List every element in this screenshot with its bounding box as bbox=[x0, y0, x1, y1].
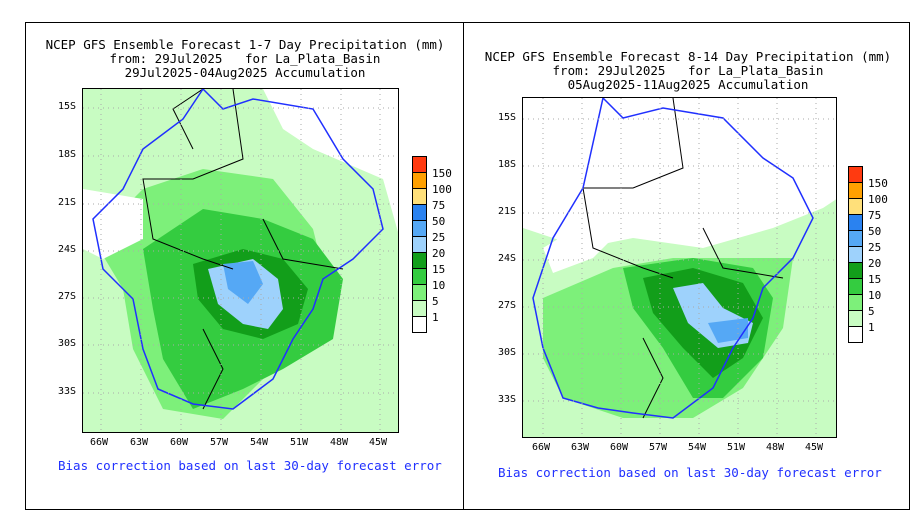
lon-label: 60W bbox=[610, 442, 629, 453]
legend-label: 5 bbox=[432, 295, 439, 308]
lat-label: 21S bbox=[498, 206, 517, 217]
title-line: from: 29Jul2025 for La_Plata_Basin bbox=[552, 63, 824, 78]
lon-label: 51W bbox=[290, 437, 309, 448]
legend-swatch bbox=[412, 252, 427, 269]
lat-label: 27S bbox=[58, 291, 77, 302]
lat-label: 33S bbox=[58, 386, 77, 397]
precip-25mm bbox=[223, 261, 263, 304]
lon-label: 63W bbox=[571, 442, 590, 453]
legend-label: 25 bbox=[868, 241, 882, 254]
basin-outline bbox=[92, 89, 384, 410]
lat-label: 24S bbox=[498, 253, 517, 264]
title-line: NCEP GFS Ensemble Forecast 1-7 Day Preci… bbox=[45, 37, 445, 52]
lon-label: 51W bbox=[727, 442, 746, 453]
lon-label: 63W bbox=[130, 437, 149, 448]
legend-label: 75 bbox=[868, 209, 882, 222]
lon-label: 54W bbox=[688, 442, 707, 453]
legend-swatch bbox=[848, 310, 863, 327]
legend-label: 75 bbox=[432, 199, 446, 212]
lon-label: 48W bbox=[766, 442, 785, 453]
figure-frame bbox=[25, 22, 910, 510]
legend-label: 100 bbox=[432, 183, 452, 196]
legend-swatch bbox=[412, 284, 427, 301]
legend-label: 50 bbox=[432, 215, 446, 228]
lon-label: 57W bbox=[210, 437, 229, 448]
lat-label: 24S bbox=[58, 244, 77, 255]
lon-label: 45W bbox=[805, 442, 824, 453]
lat-label: 30S bbox=[498, 347, 517, 358]
lon-label: 60W bbox=[170, 437, 189, 448]
legend-swatch bbox=[848, 278, 863, 295]
legend-swatch bbox=[848, 262, 863, 279]
legend-swatch bbox=[848, 326, 863, 343]
precip-map-week1 bbox=[82, 88, 399, 433]
legend-label: 5 bbox=[868, 305, 875, 318]
precip-25mm bbox=[708, 318, 748, 343]
legend-swatch bbox=[412, 236, 427, 253]
legend-swatch bbox=[848, 230, 863, 247]
lat-label: 15S bbox=[498, 112, 517, 123]
legend-swatch bbox=[848, 198, 863, 215]
lat-label: 30S bbox=[58, 338, 77, 349]
country-borders bbox=[142, 89, 344, 410]
title-line: NCEP GFS Ensemble Forecast 8-14 Day Prec… bbox=[484, 49, 892, 64]
lon-label: 45W bbox=[369, 437, 388, 448]
legend-swatch bbox=[848, 166, 863, 183]
legend-swatch bbox=[412, 268, 427, 285]
bias-note: Bias correction based on last 30-day for… bbox=[58, 458, 442, 473]
legend-swatch bbox=[412, 156, 427, 173]
panel-divider bbox=[463, 22, 464, 510]
legend-swatch bbox=[412, 220, 427, 237]
legend-label: 10 bbox=[868, 289, 882, 302]
legend-swatch bbox=[848, 294, 863, 311]
legend-label: 50 bbox=[868, 225, 882, 238]
legend-label: 100 bbox=[868, 193, 888, 206]
lat-label: 15S bbox=[58, 101, 77, 112]
legend-swatch bbox=[412, 316, 427, 333]
basin-outline bbox=[532, 98, 814, 419]
lon-label: 66W bbox=[532, 442, 551, 453]
lon-label: 48W bbox=[330, 437, 349, 448]
legend-label: 15 bbox=[868, 273, 882, 286]
title-line: from: 29Jul2025 for La_Plata_Basin bbox=[109, 51, 381, 66]
lat-label: 33S bbox=[498, 394, 517, 405]
legend-swatch bbox=[412, 204, 427, 221]
lat-label: 21S bbox=[58, 197, 77, 208]
legend-label: 20 bbox=[868, 257, 882, 270]
legend-swatch bbox=[848, 182, 863, 199]
legend-label: 150 bbox=[868, 177, 888, 190]
precip-map-week2 bbox=[522, 97, 837, 438]
color-legend: 150 100 75 50 25 20 15 10 5 1 bbox=[848, 166, 888, 343]
legend-label: 1 bbox=[868, 321, 875, 334]
bias-note: Bias correction based on last 30-day for… bbox=[498, 465, 882, 480]
lat-label: 18S bbox=[58, 149, 77, 160]
legend-swatch bbox=[848, 246, 863, 263]
lat-label: 27S bbox=[498, 300, 517, 311]
legend-label: 15 bbox=[432, 263, 446, 276]
legend-swatch bbox=[848, 214, 863, 231]
title-line: 29Jul2025-04Aug2025 Accumulation bbox=[124, 65, 366, 80]
legend-label: 20 bbox=[432, 247, 446, 260]
legend-label: 150 bbox=[432, 167, 452, 180]
legend-swatch bbox=[412, 188, 427, 205]
color-legend: 150 100 75 50 25 20 15 10 5 1 bbox=[412, 156, 452, 333]
panel1-title: NCEP GFS Ensemble Forecast 1-7 Day Preci… bbox=[30, 38, 460, 80]
panel2-title: NCEP GFS Ensemble Forecast 8-14 Day Prec… bbox=[468, 50, 908, 92]
lat-label: 18S bbox=[498, 159, 517, 170]
legend-label: 25 bbox=[432, 231, 446, 244]
legend-label: 1 bbox=[432, 311, 439, 324]
legend-label: 10 bbox=[432, 279, 446, 292]
lon-label: 54W bbox=[250, 437, 269, 448]
legend-swatch bbox=[412, 172, 427, 189]
precip-none bbox=[543, 218, 613, 273]
lon-label: 57W bbox=[649, 442, 668, 453]
lon-label: 66W bbox=[90, 437, 109, 448]
title-line: 05Aug2025-11Aug2025 Accumulation bbox=[567, 77, 809, 92]
legend-swatch bbox=[412, 300, 427, 317]
